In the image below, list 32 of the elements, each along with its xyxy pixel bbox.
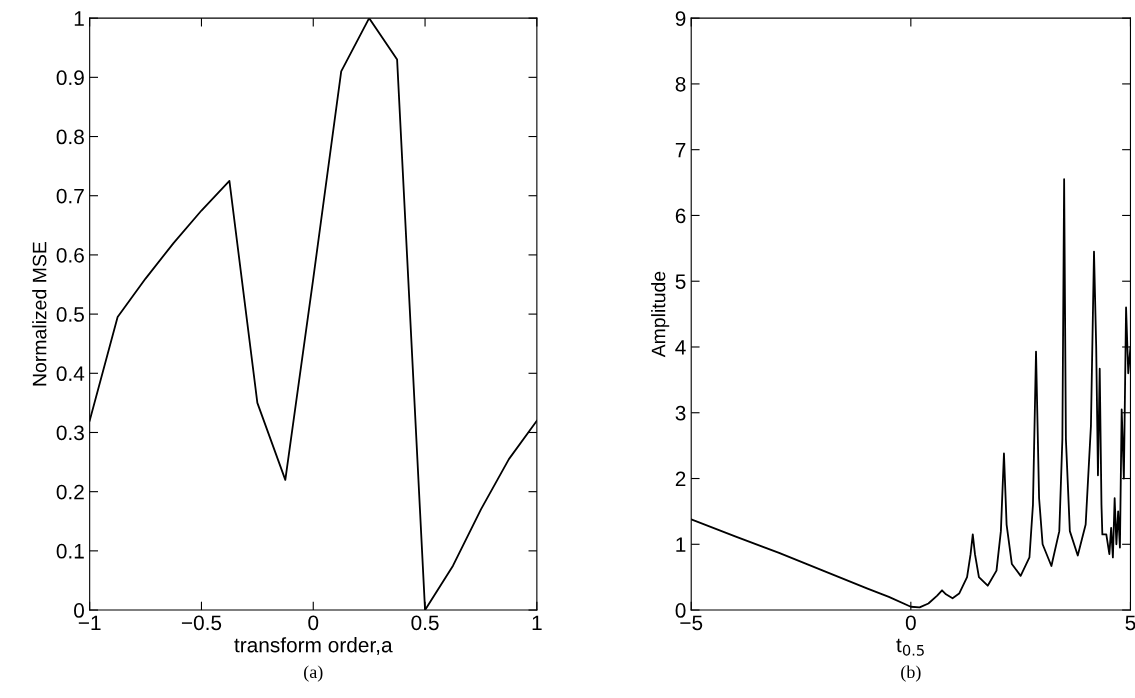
y-tick-label: 4 (675, 340, 686, 355)
line-series (89, 18, 537, 611)
y-tick-label: 7 (675, 142, 686, 158)
y-tick-label: 0.8 (56, 129, 84, 145)
y-tick-label: 3 (675, 405, 686, 421)
y-tick-label: 0.4 (56, 366, 85, 382)
y-tick-label: 0.1 (56, 543, 84, 559)
y-tick-label: 1 (74, 11, 84, 26)
x-tick-label: 1 (532, 615, 542, 631)
y-tick-label: 9 (675, 11, 686, 26)
y-tick-label: 6 (675, 208, 686, 224)
x-axis-title: t$_{0.5}$ (896, 638, 924, 656)
x-tick-label: 0 (308, 615, 319, 631)
y-tick-label: 0.3 (56, 425, 84, 441)
x-tick-label: −0.5 (181, 615, 222, 631)
text: (b) (901, 665, 921, 682)
y-axis-title: Normalized MSE (32, 242, 47, 386)
y-axis-title: Amplitude (651, 271, 670, 358)
y-tick-label: 2 (675, 471, 686, 487)
y-tick-label: 5 (675, 274, 686, 289)
text: (a) (304, 665, 323, 682)
y-tick-label: 0.2 (56, 484, 84, 500)
x-tick-label: 0.5 (411, 615, 439, 631)
y-tick-label: 0.7 (56, 188, 84, 204)
x-tick-label: 0 (905, 615, 916, 631)
y-tick-label: 0.5 (56, 307, 84, 322)
y-tick-label: 0.6 (56, 247, 84, 263)
x-axis-title: transform order,a (234, 637, 393, 655)
y-tick-label: 1 (676, 537, 686, 552)
x-tick-label: 5 (1125, 615, 1135, 631)
y-tick-label: 8 (675, 76, 686, 92)
y-tick-label: 0.9 (56, 70, 84, 86)
